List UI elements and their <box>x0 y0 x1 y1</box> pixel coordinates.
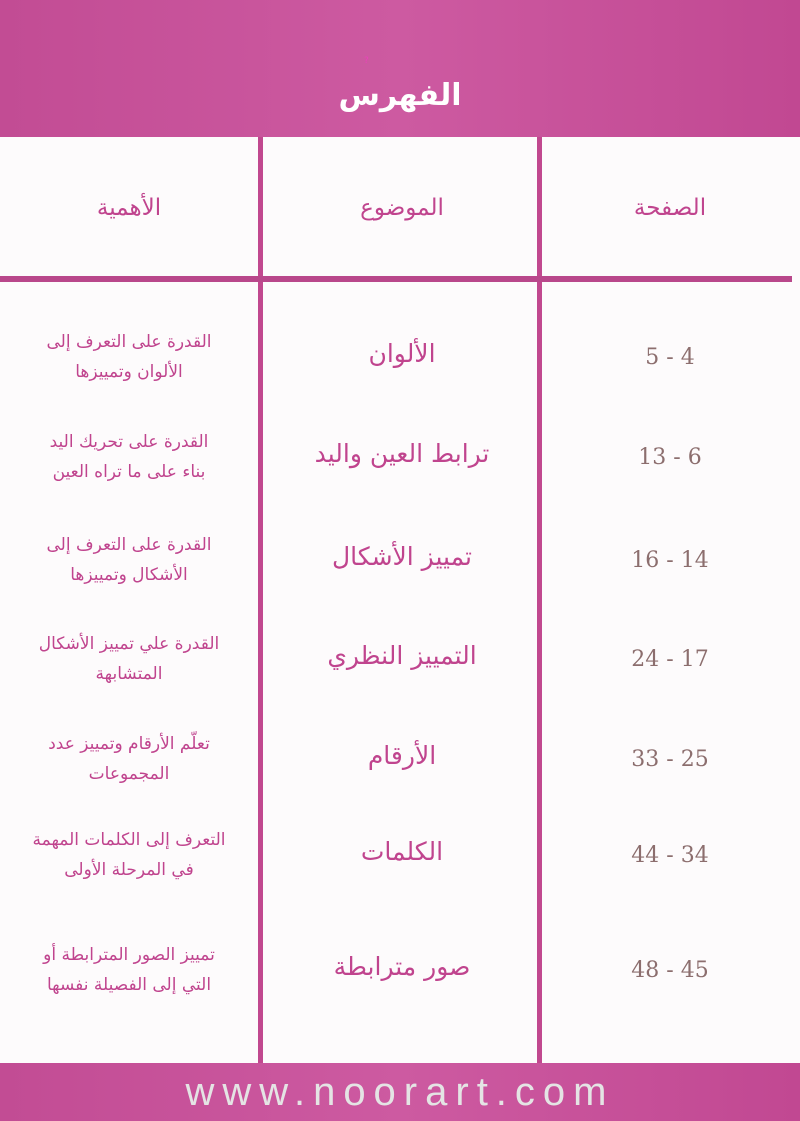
table-row: تعلّم الأرقام وتمييز عدد المجموعات الأرقا… <box>0 727 800 827</box>
page-range-cell: 48 - 45 <box>631 958 709 983</box>
table-row: القدرة على التعرف إلى الأشكال وتمييزها تم… <box>0 528 800 628</box>
importance-cell: القدرة علي تمييز الأشكال المتشابهة <box>0 629 258 689</box>
importance-cell: تمييز الصور المترابطة أو التي إلى الفصيلة… <box>0 940 258 1000</box>
page-range-cell: 16 - 14 <box>631 548 709 573</box>
header-divider <box>0 276 792 282</box>
table-row: القدرة على تحريك اليد بناء على ما تراه ال… <box>0 425 800 525</box>
page-range-cell: 24 - 17 <box>631 647 709 672</box>
subject-cell: الكلمات <box>360 837 444 866</box>
subject-cell: التمييز النظري <box>327 641 477 670</box>
importance-line: بناء على ما تراه العين <box>52 462 206 482</box>
page-range-cell: 33 - 25 <box>631 747 709 772</box>
table-row: تمييز الصور المترابطة أو التي إلى الفصيلة… <box>0 938 800 1038</box>
footer-band <box>0 1063 800 1121</box>
importance-line: القدرة على التعرف إلى <box>46 535 212 555</box>
importance-line: تمييز الصور المترابطة أو <box>43 945 215 965</box>
importance-line: القدرة على تحريك اليد <box>49 432 209 452</box>
table-row: القدرة علي تمييز الأشكال المتشابهة التميي… <box>0 627 800 727</box>
subject-cell: تمييز الأشكال <box>332 542 472 571</box>
importance-line: في المرحلة الأولى <box>64 860 194 880</box>
column-divider <box>258 137 263 1063</box>
subject-cell: ترابط العين واليد <box>314 439 490 468</box>
table-row: القدرة على التعرف إلى الألوان وتمييزها ال… <box>0 325 800 425</box>
header-page: الصفحة <box>633 195 707 221</box>
table-row: التعرف إلى الكلمات المهمة في المرحلة الأو… <box>0 823 800 923</box>
importance-line: القدرة علي تمييز الأشكال <box>38 634 220 654</box>
print-mark: ? <box>364 56 369 66</box>
header-band <box>0 0 800 137</box>
importance-cell: التعرف إلى الكلمات المهمة في المرحلة الأو… <box>0 825 258 885</box>
importance-cell: القدرة على تحريك اليد بناء على ما تراه ال… <box>0 427 258 487</box>
page-title: الفهرس <box>338 78 462 113</box>
importance-line: القدرة على التعرف إلى <box>46 332 212 352</box>
watermark: www.noorart.com <box>185 1070 615 1114</box>
importance-cell: القدرة على التعرف إلى الألوان وتمييزها <box>0 327 258 387</box>
header-subject: الموضوع <box>360 195 444 221</box>
importance-line: الألوان وتمييزها <box>75 362 183 382</box>
importance-line: الأشكال وتمييزها <box>70 565 188 585</box>
page-range-cell: 5 - 4 <box>645 345 695 370</box>
subject-cell: صور مترابطة <box>333 952 471 981</box>
importance-line: التعرف إلى الكلمات المهمة <box>32 830 226 850</box>
column-divider <box>537 137 542 1063</box>
page-range-cell: 44 - 34 <box>631 843 709 868</box>
page-range-cell: 13 - 6 <box>638 445 702 470</box>
header-importance: الأهمية <box>96 195 162 221</box>
subject-cell: الألوان <box>368 339 436 368</box>
importance-cell: تعلّم الأرقام وتمييز عدد المجموعات <box>0 729 258 789</box>
importance-line: تعلّم الأرقام وتمييز عدد <box>48 734 210 754</box>
importance-line: المجموعات <box>88 764 170 784</box>
importance-line: المتشابهة <box>95 664 163 684</box>
importance-line: التي إلى الفصيلة نفسها <box>46 975 212 995</box>
subject-cell: الأرقام <box>367 741 437 770</box>
importance-cell: القدرة على التعرف إلى الأشكال وتمييزها <box>0 530 258 590</box>
